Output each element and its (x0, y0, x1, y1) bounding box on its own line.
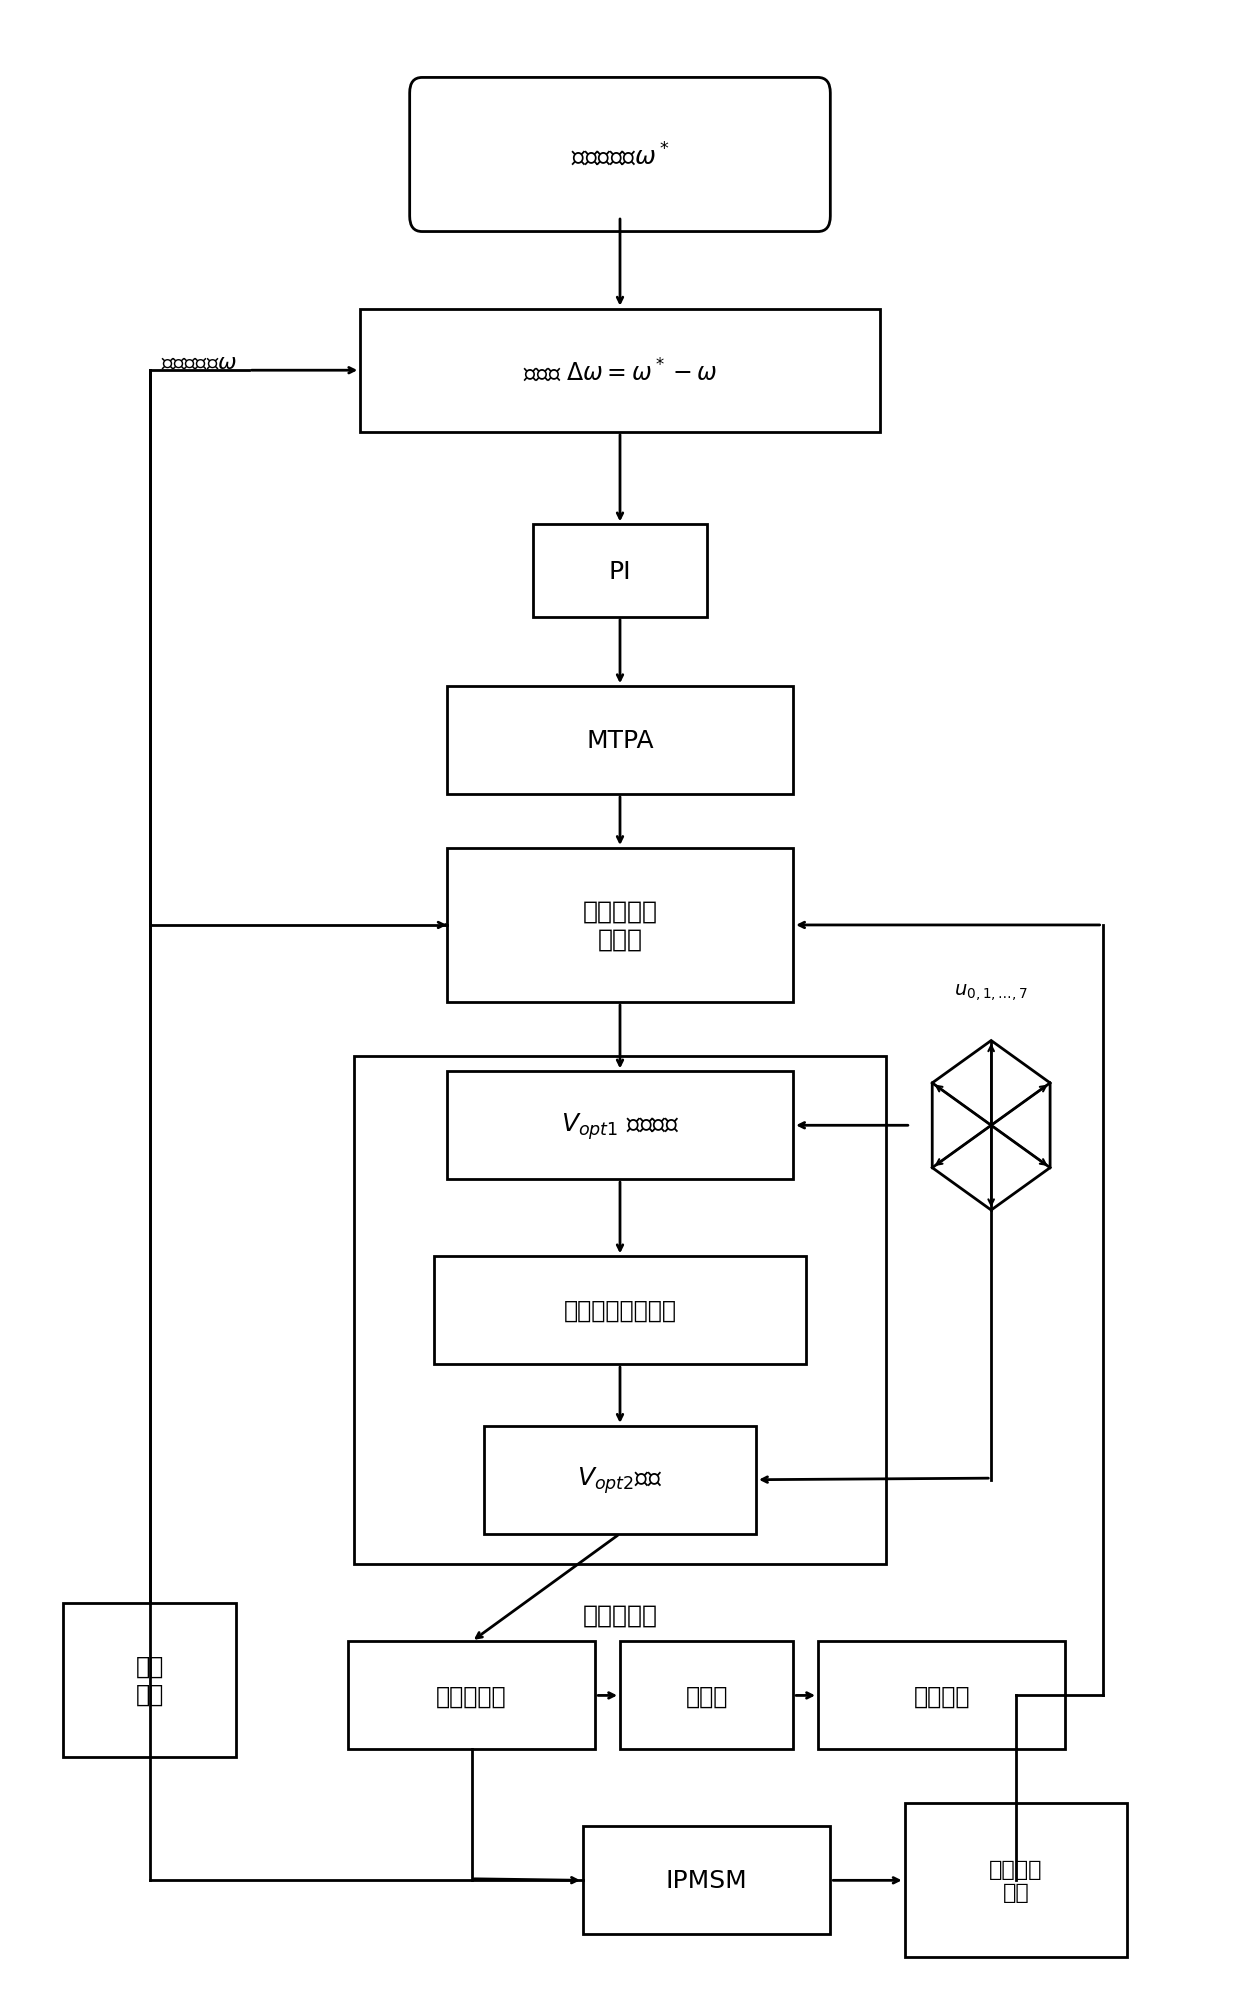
Text: 转子位置
检测: 转子位置 检测 (990, 1859, 1043, 1903)
Text: 双矢量优化: 双矢量优化 (583, 1604, 657, 1628)
Bar (620, 1642, 794, 1750)
Text: $u_{0,1,\ldots,7}$: $u_{0,1,\ldots,7}$ (955, 982, 1028, 1002)
Text: 矢量作用时间分配: 矢量作用时间分配 (563, 1299, 677, 1323)
Bar (484, 1426, 756, 1534)
Bar (583, 1827, 831, 1935)
Text: 转速反馈值$\omega$: 转速反馈值$\omega$ (161, 353, 237, 373)
Bar (904, 1802, 1127, 1957)
FancyBboxPatch shape (409, 78, 831, 233)
Text: 坐标变换: 坐标变换 (914, 1684, 970, 1708)
Bar (347, 1642, 595, 1750)
Text: 转速差 $\Delta\omega = \omega^* - \omega$: 转速差 $\Delta\omega = \omega^* - \omega$ (523, 357, 717, 385)
Bar (446, 1073, 794, 1179)
Bar (360, 309, 880, 433)
Text: 给定矢量电
压计算: 给定矢量电 压计算 (583, 900, 657, 952)
Bar (353, 1057, 887, 1564)
Bar (434, 1257, 806, 1365)
Text: 脉冲发生器: 脉冲发生器 (436, 1684, 507, 1708)
Text: $V_{opt1}$ 快速选择: $V_{opt1}$ 快速选择 (560, 1111, 680, 1141)
Bar (818, 1642, 1065, 1750)
Text: MTPA: MTPA (587, 728, 653, 752)
Text: IPMSM: IPMSM (666, 1869, 748, 1893)
Bar (63, 1604, 237, 1756)
Text: 转速给定值$\omega^*$: 转速给定值$\omega^*$ (570, 142, 670, 168)
Text: 逆变器: 逆变器 (686, 1684, 728, 1708)
Text: 转速
检测: 转速 检测 (135, 1654, 164, 1706)
Bar (446, 688, 794, 794)
Bar (446, 848, 794, 1002)
Bar (533, 525, 707, 618)
Text: PI: PI (609, 559, 631, 583)
Text: $V_{opt2}$选择: $V_{opt2}$选择 (578, 1464, 662, 1496)
